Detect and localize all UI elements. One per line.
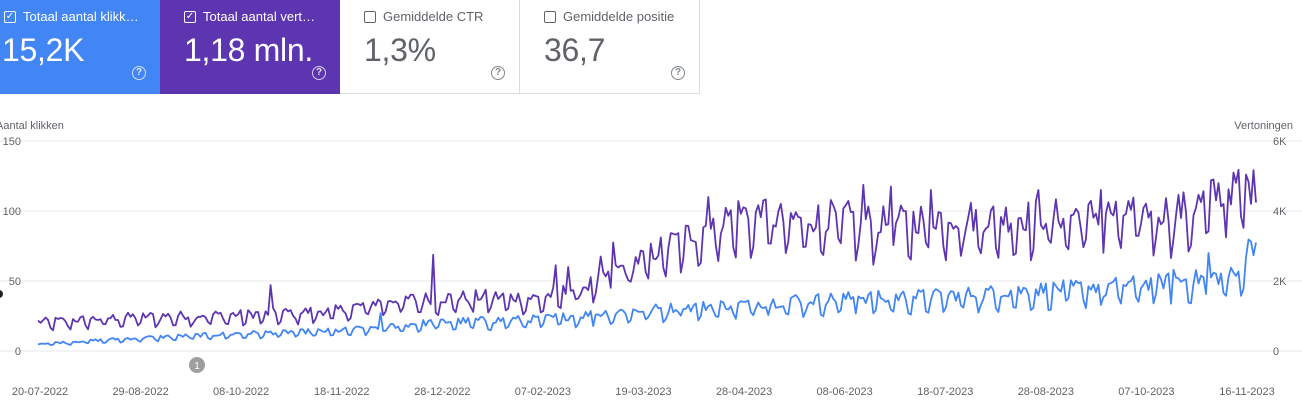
metric-card-total-clicks[interactable]: ✓ Totaal aantal klikk… 15,2K ?	[0, 0, 160, 94]
impressions-series-line	[37, 168, 1257, 332]
checkbox-checked-icon[interactable]: ✓	[184, 10, 196, 23]
help-icon[interactable]: ?	[671, 66, 685, 80]
metric-card-average-position[interactable]: Gemiddelde positie 36,7 ?	[520, 0, 700, 94]
left-axis-ticks: 0 50 100 150	[3, 136, 21, 358]
metric-card-average-ctr[interactable]: Gemiddelde CTR 1,3% ?	[340, 0, 520, 94]
right-axis-ticks: 0 2K 4K 6K	[1273, 136, 1287, 358]
annotation-marker-label: 1	[194, 361, 200, 372]
right-axis-tick-label: 6K	[1273, 136, 1287, 148]
checkbox-unchecked-icon[interactable]	[364, 10, 376, 23]
hover-point	[0, 290, 3, 298]
x-axis-tick-label: 29-08-2022	[112, 386, 168, 398]
chart-grid	[0, 140, 1302, 352]
right-axis-title: Vertoningen	[1234, 120, 1293, 132]
metric-header: ✓ Totaal aantal klikk…	[4, 9, 154, 24]
metric-label: Gemiddelde positie	[563, 9, 675, 24]
metric-header: Gemiddelde positie	[544, 9, 693, 24]
x-axis-tick-label: 28-08-2023	[1018, 386, 1074, 398]
x-axis-ticks: 20-07-2022 29-08-2022 08-10-2022 18-11-2022…	[12, 386, 1275, 398]
help-icon[interactable]: ?	[491, 66, 505, 80]
metric-header: Gemiddelde CTR	[364, 9, 513, 24]
right-axis-tick-label: 4K	[1273, 206, 1287, 218]
metric-value: 15,2K	[2, 32, 85, 68]
metric-value: 1,3%	[364, 32, 436, 68]
right-axis-tick-label: 0	[1273, 346, 1279, 358]
x-axis-tick-label: 28-04-2023	[716, 386, 772, 398]
annotation-marker[interactable]: 1	[189, 357, 205, 373]
x-axis-tick-label: 08-10-2022	[213, 386, 269, 398]
x-axis-tick-label: 07-02-2023	[515, 386, 571, 398]
metric-label: Totaal aantal klikk…	[23, 9, 139, 24]
help-icon[interactable]: ?	[132, 66, 146, 80]
x-axis-tick-label: 19-03-2023	[615, 386, 671, 398]
left-axis-tick-label: 150	[3, 136, 21, 148]
metric-label: Totaal aantal vert…	[203, 9, 316, 24]
checkbox-checked-icon[interactable]: ✓	[4, 10, 16, 23]
left-axis-tick-label: 50	[9, 276, 21, 288]
left-axis-title: Aantal klikken	[0, 120, 64, 132]
left-axis-tick-label: 100	[3, 206, 21, 218]
x-axis-tick-label: 18-11-2022	[314, 386, 369, 398]
metric-card-total-impressions[interactable]: ✓ Totaal aantal vert… 1,18 mln. ?	[160, 0, 340, 94]
help-icon[interactable]: ?	[312, 66, 326, 80]
right-axis-tick-label: 2K	[1273, 276, 1287, 288]
x-axis-tick-label: 18-07-2023	[917, 386, 973, 398]
x-axis-tick-label: 28-12-2022	[414, 386, 470, 398]
x-axis-tick-label: 07-10-2023	[1118, 386, 1174, 398]
metric-value: 1,18 mln.	[184, 32, 313, 68]
metric-label: Gemiddelde CTR	[383, 9, 484, 24]
metric-cards: ✓ Totaal aantal klikk… 15,2K ? ✓ Totaal …	[0, 0, 700, 94]
metric-value: 36,7	[544, 32, 606, 68]
x-axis-tick-label: 16-11-2023	[1219, 386, 1274, 398]
checkbox-unchecked-icon[interactable]	[544, 10, 556, 23]
metric-header: ✓ Totaal aantal vert…	[184, 9, 334, 24]
x-axis-tick-label: 20-07-2022	[12, 386, 68, 398]
left-axis-tick-label: 0	[15, 346, 21, 358]
x-axis-tick-label: 08-06-2023	[817, 386, 873, 398]
performance-chart: Aantal klikken Vertoningen 0 50 100 150 0 2K…	[0, 120, 1302, 398]
clicks-series-line	[37, 238, 1257, 346]
chart-lines	[37, 168, 1257, 346]
